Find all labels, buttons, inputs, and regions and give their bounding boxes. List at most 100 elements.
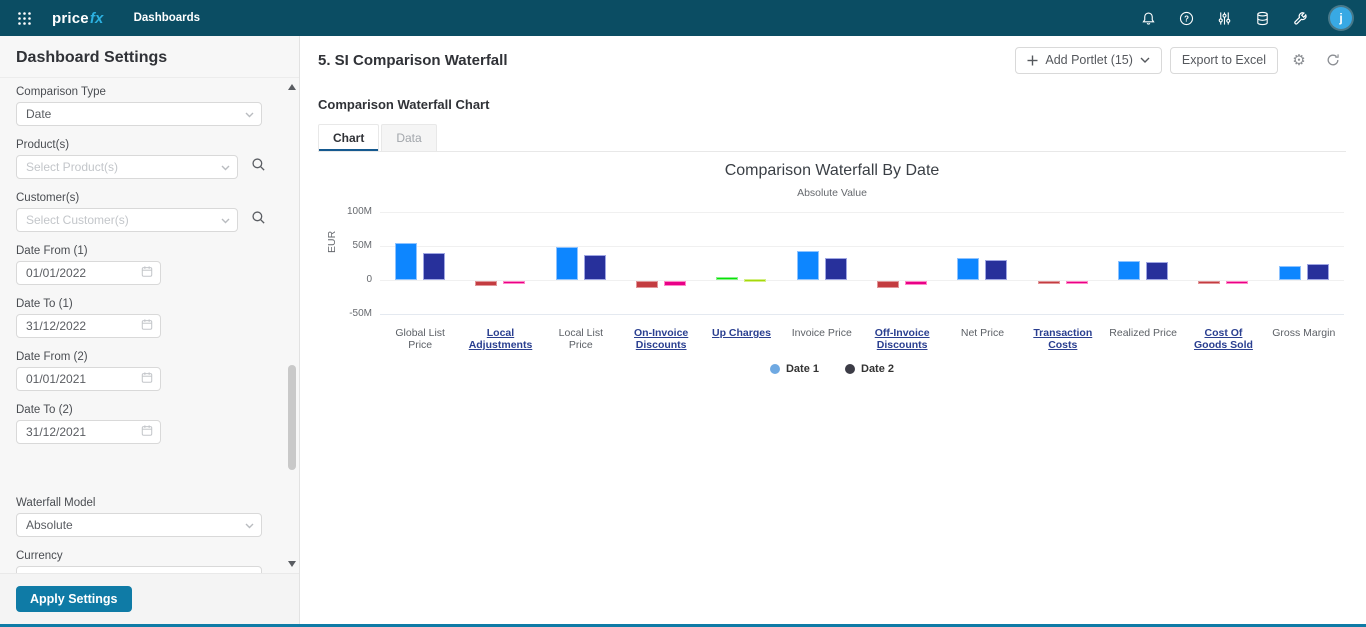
x-labels: Global List Price Local Adjustments Local … bbox=[380, 327, 1344, 352]
chevron-down-icon bbox=[221, 213, 230, 227]
x-category-label[interactable]: Up Charges bbox=[712, 327, 771, 339]
comparison-type-select[interactable]: Date bbox=[16, 102, 262, 126]
bar-group bbox=[701, 205, 781, 321]
date-to-1-input[interactable]: 31/12/2022 bbox=[16, 314, 161, 338]
bar-date-1[interactable] bbox=[716, 277, 739, 281]
bar-date-2[interactable] bbox=[905, 281, 928, 286]
date-from-1-input[interactable]: 01/01/2022 bbox=[16, 261, 161, 285]
y-tick-label: 0 bbox=[366, 274, 372, 285]
bar-date-1[interactable] bbox=[555, 247, 578, 280]
bar-date-2[interactable] bbox=[423, 252, 446, 280]
scroll-down-arrow[interactable] bbox=[288, 561, 296, 567]
bar-date-2[interactable] bbox=[664, 281, 687, 286]
x-category-label[interactable]: Off-Invoice Discounts bbox=[874, 327, 930, 352]
sidebar-scrollbar[interactable] bbox=[286, 78, 298, 573]
legend-label: Date 2 bbox=[861, 363, 895, 375]
currency-label: Currency bbox=[16, 550, 63, 562]
gridline bbox=[380, 246, 1344, 247]
svg-text:?: ? bbox=[1184, 14, 1189, 23]
bar-date-2[interactable] bbox=[985, 260, 1008, 280]
bar-date-1[interactable] bbox=[636, 281, 659, 289]
waterfall-model-select[interactable]: Absolute bbox=[16, 513, 262, 537]
bar-date-2[interactable] bbox=[824, 257, 847, 280]
apply-settings-button[interactable]: Apply Settings bbox=[16, 586, 132, 612]
bar-date-1[interactable] bbox=[1198, 281, 1221, 285]
bar-date-1[interactable] bbox=[957, 258, 980, 280]
legend-item[interactable]: Date 2 bbox=[845, 363, 894, 375]
tab-data[interactable]: Data bbox=[381, 124, 437, 151]
settings-gear-icon[interactable]: ⚙ bbox=[1286, 47, 1312, 73]
x-category-label[interactable]: Local Adjustments bbox=[468, 327, 533, 352]
y-tick-label: -50M bbox=[349, 308, 372, 319]
x-category-label[interactable]: Transaction Costs bbox=[1033, 327, 1093, 352]
database-icon[interactable] bbox=[1254, 10, 1270, 26]
x-category-label: Local List Price bbox=[558, 327, 603, 352]
add-portlet-button[interactable]: Add Portlet (15) bbox=[1015, 46, 1162, 74]
nav-item-dashboards[interactable]: Dashboards bbox=[133, 12, 201, 24]
products-select[interactable]: Select Product(s) bbox=[16, 155, 238, 179]
product-search-icon[interactable] bbox=[251, 157, 266, 177]
notifications-bell-icon[interactable] bbox=[1140, 10, 1156, 26]
x-category-label: Gross Margin bbox=[1272, 327, 1336, 339]
main-content: 5. SI Comparison Waterfall Add Portlet (… bbox=[300, 36, 1366, 624]
chevron-down-icon bbox=[245, 107, 254, 121]
bar-date-2[interactable] bbox=[1146, 261, 1169, 280]
pricefx-logo[interactable]: price fx bbox=[52, 9, 104, 27]
y-tick-label: 100M bbox=[346, 206, 372, 217]
bar-date-2[interactable] bbox=[583, 254, 606, 280]
bar-date-2[interactable] bbox=[744, 278, 767, 282]
help-icon[interactable]: ? bbox=[1178, 10, 1194, 26]
bar-date-2[interactable] bbox=[1226, 281, 1249, 284]
bar-group bbox=[782, 205, 862, 321]
admin-wrench-icon[interactable] bbox=[1292, 10, 1308, 26]
calendar-icon bbox=[141, 266, 153, 281]
legend-item[interactable]: Date 1 bbox=[769, 363, 819, 375]
chevron-down-icon bbox=[221, 160, 230, 174]
date-to-2-input[interactable]: 31/12/2021 bbox=[16, 420, 161, 444]
bar-date-1[interactable] bbox=[395, 242, 418, 280]
portlet-title: Comparison Waterfall Chart bbox=[318, 97, 490, 112]
portlet-tabs: Chart Data bbox=[318, 124, 1346, 152]
tab-chart[interactable]: Chart bbox=[318, 124, 380, 151]
chart-legend: Date 1 Date 2 bbox=[318, 363, 1346, 375]
y-tick-label: 50M bbox=[352, 240, 372, 251]
customers-select[interactable]: Select Customer(s) bbox=[16, 208, 238, 232]
date-from-2-input[interactable]: 01/01/2021 bbox=[16, 367, 161, 391]
x-category-label[interactable]: Cost Of Goods Sold bbox=[1193, 327, 1253, 352]
scrollbar-thumb[interactable] bbox=[288, 365, 296, 471]
chart-title: Comparison Waterfall By Date bbox=[724, 162, 940, 179]
legend-dot-icon bbox=[769, 364, 780, 374]
scroll-up-arrow[interactable] bbox=[288, 84, 296, 90]
user-avatar[interactable]: j bbox=[1330, 7, 1352, 29]
bar-date-1[interactable] bbox=[877, 281, 900, 288]
chevron-down-icon bbox=[245, 518, 254, 532]
bar-date-1[interactable] bbox=[1118, 260, 1141, 280]
sliders-icon[interactable] bbox=[1216, 10, 1232, 26]
gridline bbox=[380, 280, 1344, 281]
bar-date-1[interactable] bbox=[475, 281, 498, 287]
bar-date-1[interactable] bbox=[796, 251, 819, 280]
products-label: Product(s) bbox=[16, 139, 70, 151]
refresh-icon[interactable] bbox=[1320, 47, 1346, 73]
bar-date-1[interactable] bbox=[1278, 265, 1301, 280]
bar-date-2[interactable] bbox=[503, 281, 526, 285]
bar-date-2[interactable] bbox=[1065, 281, 1088, 284]
bar-group bbox=[1023, 205, 1103, 321]
currency-select[interactable]: EUR bbox=[16, 566, 262, 573]
bar-group bbox=[942, 205, 1022, 321]
bar-date-1[interactable] bbox=[1037, 281, 1060, 285]
bar-group bbox=[541, 205, 621, 321]
waterfall-model-label: Waterfall Model bbox=[16, 497, 96, 509]
x-category-label: Invoice Price bbox=[791, 327, 852, 339]
customer-search-icon[interactable] bbox=[251, 210, 266, 230]
x-category-label[interactable]: On-Invoice Discounts bbox=[634, 327, 689, 352]
x-category-label: Realized Price bbox=[1109, 327, 1177, 339]
date-from-1-label: Date From (1) bbox=[16, 245, 88, 257]
chevron-down-icon bbox=[245, 571, 254, 573]
export-to-excel-button[interactable]: Export to Excel bbox=[1169, 46, 1278, 74]
customers-label: Customer(s) bbox=[16, 192, 80, 204]
bar-group bbox=[1264, 205, 1344, 321]
bar-date-2[interactable] bbox=[1306, 264, 1329, 280]
app-grid-icon[interactable] bbox=[14, 8, 34, 28]
